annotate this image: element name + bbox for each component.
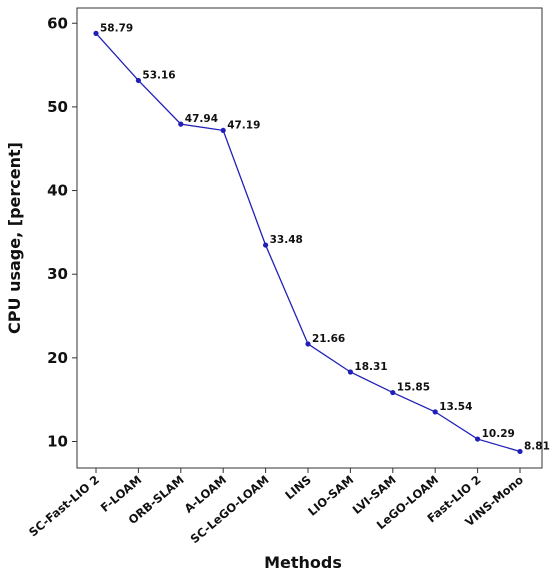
x-tick-label: SC-Fast-LIO 2: [26, 473, 102, 540]
y-tick-label: 30: [47, 265, 68, 283]
y-axis: 10 20 30 40 50 60: [47, 14, 77, 451]
y-tick-label: 10: [47, 433, 68, 451]
data-point: [432, 409, 438, 415]
data-label: 47.19: [227, 119, 260, 131]
data-point: [305, 341, 311, 347]
y-tick-label: 50: [47, 98, 68, 116]
data-point: [220, 127, 226, 134]
y-tick-label: 20: [47, 349, 68, 367]
x-axis-title: Methods: [264, 553, 342, 572]
data-point: [390, 389, 396, 396]
y-axis-title: CPU usage, [percent]: [5, 142, 24, 334]
data-point: [475, 436, 481, 442]
series-line: [95, 32, 521, 453]
x-tick-label: LIO-SAM: [305, 473, 356, 519]
data-label: 33.48: [270, 234, 303, 246]
data-labels: 58.79 53.16 47.94 47.19 33.48 21.66 18.31 15.85…: [100, 22, 550, 452]
data-label: 8.81: [524, 440, 550, 452]
x-axis: SC-Fast-LIO 2F-LOAMORB-SLAMA-LOAMSC-LeGO…: [26, 468, 526, 546]
data-label: 53.16: [142, 69, 175, 81]
data-point: [135, 77, 141, 84]
plot-frame: [76, 7, 543, 469]
data-label: 58.79: [100, 22, 133, 34]
data-point: [178, 121, 184, 127]
data-label: 13.54: [439, 401, 472, 413]
data-label: 10.29: [482, 428, 515, 440]
data-label: 21.66: [312, 333, 345, 345]
data-label: 47.94: [185, 113, 218, 125]
x-tick-label: LINS: [282, 473, 314, 503]
data-label: 18.31: [354, 361, 387, 373]
data-point: [93, 30, 99, 36]
y-tick-label: 60: [47, 14, 68, 32]
x-tick-label: SC-LeGO-LOAM: [188, 473, 272, 547]
data-point: [347, 369, 353, 375]
y-tick-label: 40: [47, 182, 68, 200]
data-point: [517, 448, 523, 455]
data-label: 15.85: [397, 382, 430, 394]
data-point: [263, 242, 269, 248]
data-points: [93, 30, 523, 455]
